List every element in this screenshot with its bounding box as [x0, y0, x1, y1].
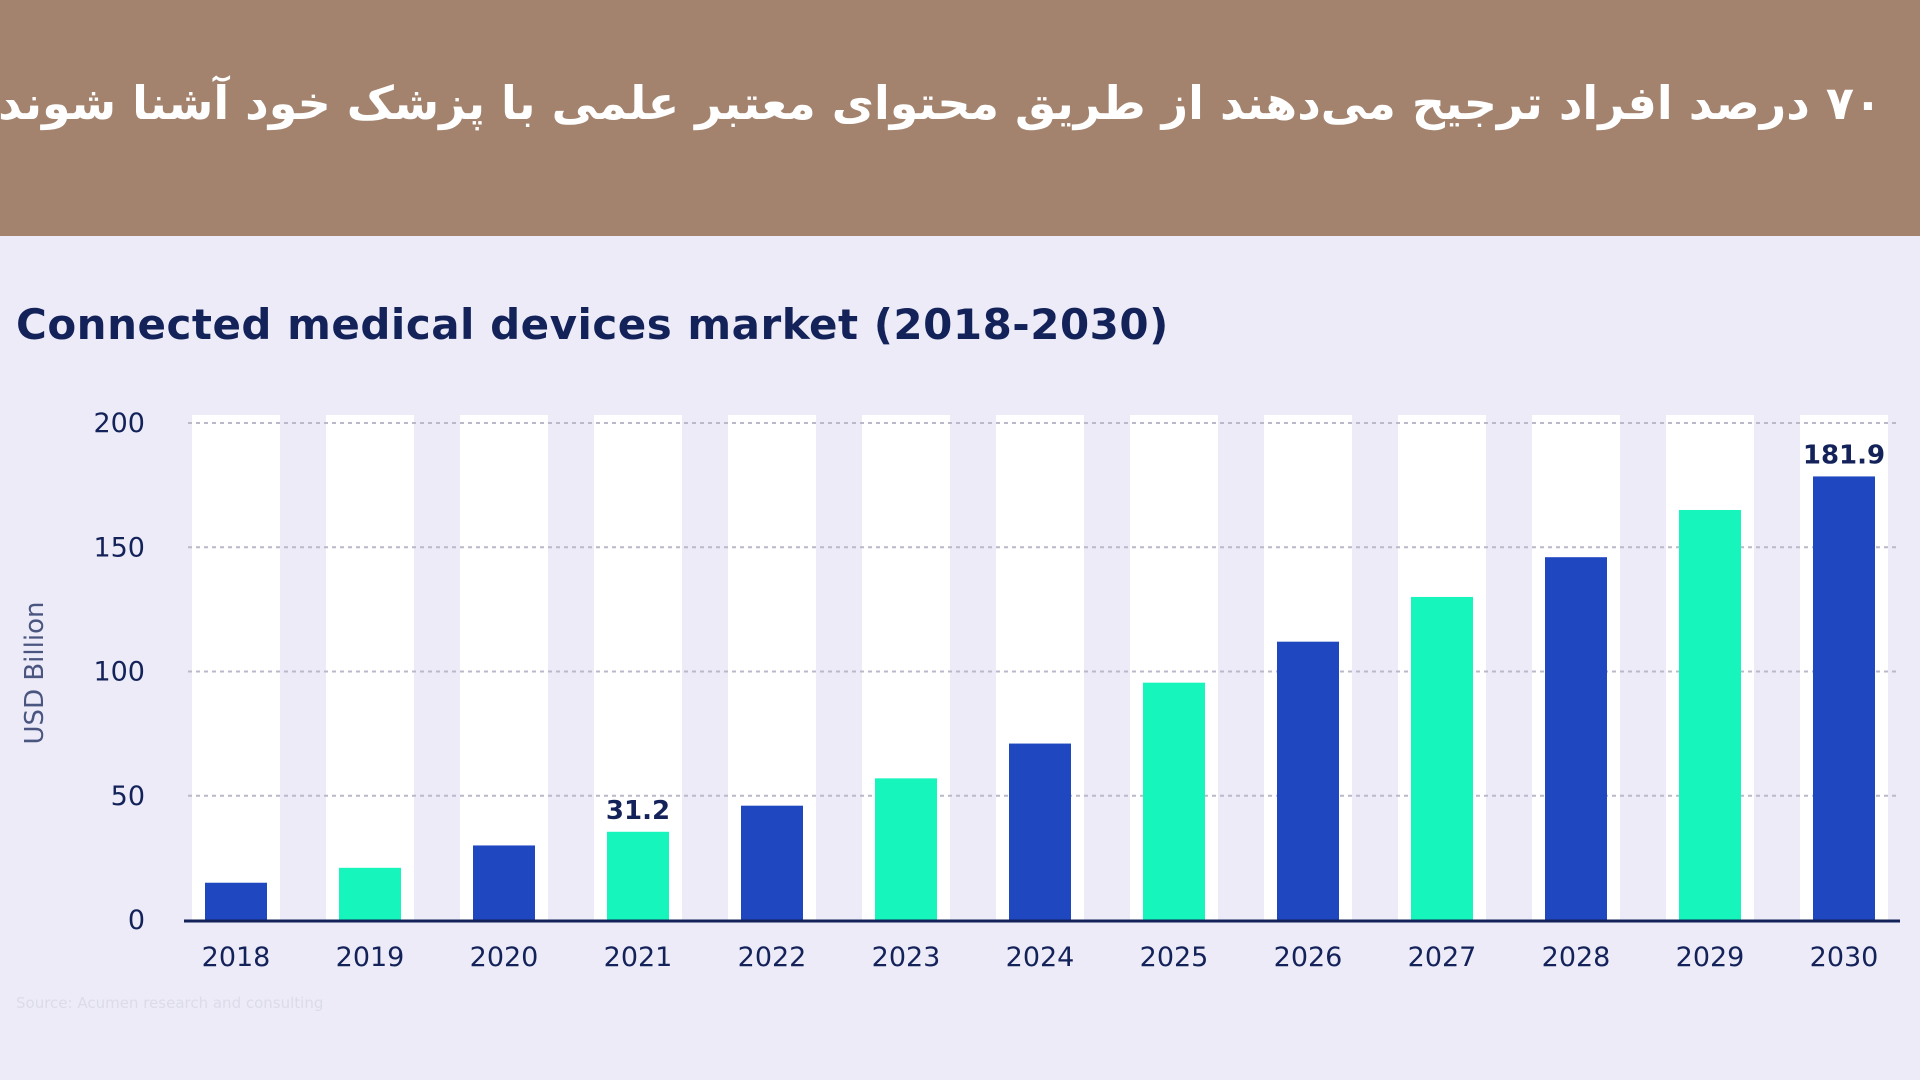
banner-headline: ۷۰ درصد افراد ترجیح می‌دهند از طریق محتو… [0, 76, 1882, 130]
bar-2023 [875, 778, 937, 920]
bar-2021 [607, 831, 669, 920]
x-tick-label: 2028 [1542, 942, 1611, 973]
bar-2030 [1813, 476, 1875, 920]
bar-2019 [339, 867, 401, 920]
column-band [460, 415, 548, 920]
x-tick-label: 2022 [738, 942, 807, 973]
bar-2027 [1411, 596, 1473, 920]
x-tick-label: 2027 [1408, 942, 1477, 973]
y-tick-label: 150 [93, 532, 145, 563]
y-axis-label: USD Billion [20, 602, 50, 745]
y-tick-label: 0 [128, 905, 145, 936]
x-tick-label: 2018 [202, 942, 271, 973]
column-band [326, 415, 414, 920]
bar-2022 [741, 805, 803, 920]
x-tick-label: 2025 [1140, 942, 1209, 973]
bar-2026 [1277, 641, 1339, 920]
y-tick-label: 100 [93, 657, 145, 688]
x-tick-label: 2021 [604, 942, 673, 973]
y-tick-label: 50 [111, 781, 145, 812]
bar-2018 [205, 882, 267, 920]
bar-2028 [1545, 557, 1607, 920]
chart-panel: Connected medical devices market (2018-2… [0, 236, 1920, 1080]
y-tick-label: 200 [93, 408, 145, 439]
chart-title: Connected medical devices market (2018-2… [16, 300, 1169, 349]
bar-2020 [473, 845, 535, 920]
bar-2025 [1143, 682, 1205, 920]
bar-2029 [1679, 509, 1741, 920]
x-tick-label: 2029 [1676, 942, 1745, 973]
data-label: 31.2 [606, 796, 670, 826]
x-tick-label: 2030 [1810, 942, 1879, 973]
x-tick-label: 2024 [1006, 942, 1075, 973]
data-label: 181.9 [1803, 440, 1885, 470]
x-tick-label: 2019 [336, 942, 405, 973]
x-tick-label: 2026 [1274, 942, 1343, 973]
bar-2024 [1009, 743, 1071, 920]
header-banner: ۷۰ درصد افراد ترجیح می‌دهند از طریق محتو… [0, 0, 1920, 236]
bar-chart: 0 50 100 150 200 USD Billion 2018 2019 2020 2021 3… [20, 408, 1900, 973]
x-tick-label: 2023 [872, 942, 941, 973]
source-note: Source: Acumen research and consulting [16, 994, 324, 1012]
x-tick-label: 2020 [470, 942, 539, 973]
column-band [192, 415, 280, 920]
